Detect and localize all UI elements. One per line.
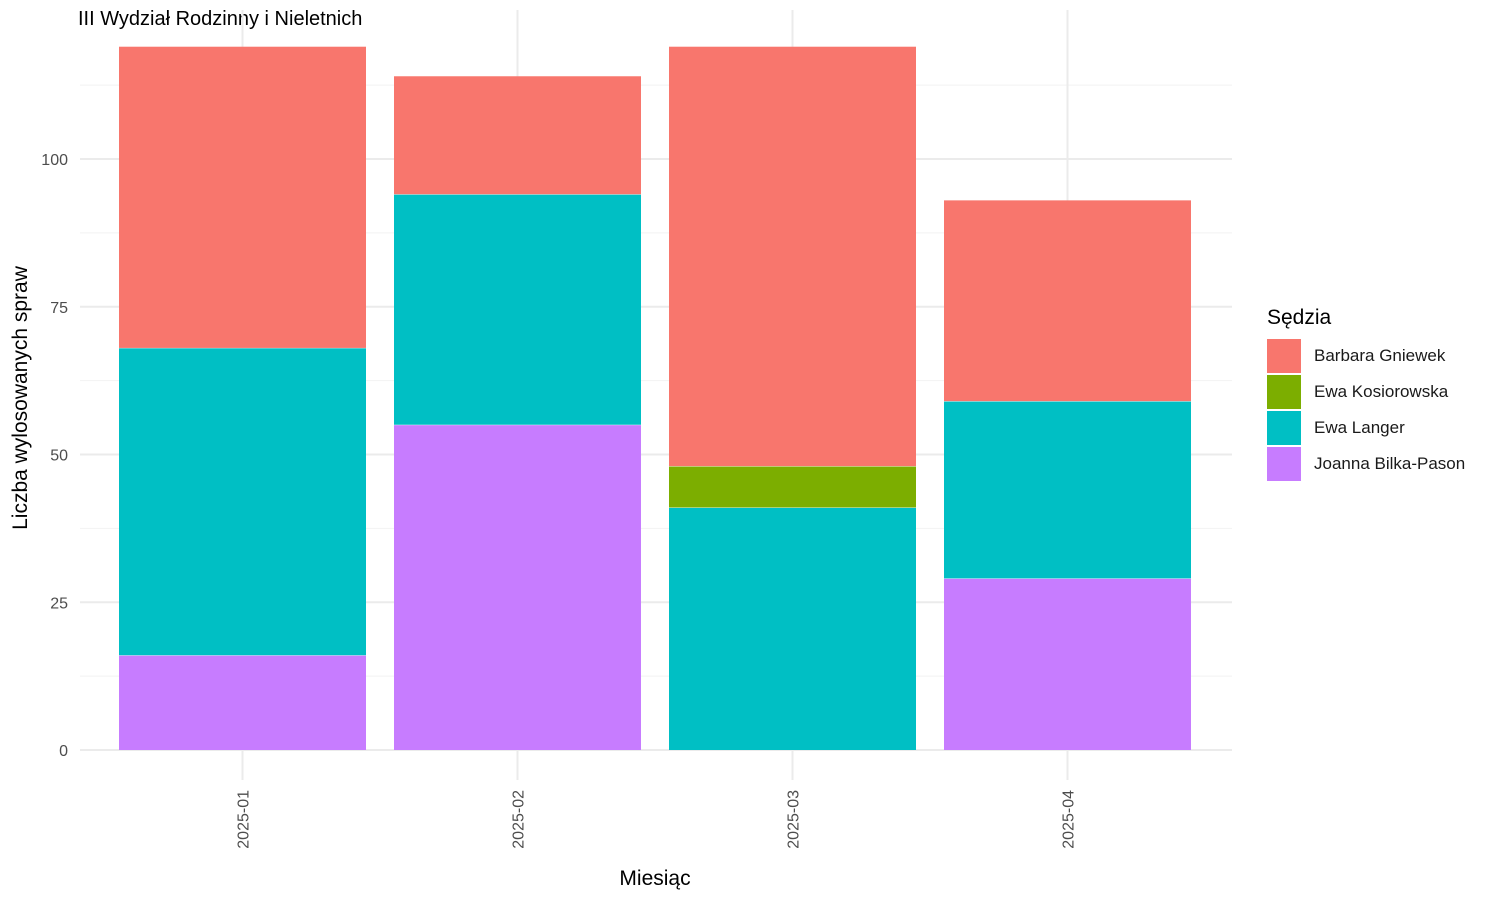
- y-axis-title: Liczba wylosowanych spraw: [9, 265, 32, 530]
- legend: Sędzia Barbara Gniewek Ewa Kosiorowska Ewa…: [1267, 306, 1465, 482]
- legend-swatch: [1267, 339, 1301, 373]
- bar-segment: [944, 200, 1191, 402]
- legend-item: Ewa Kosiorowska: [1267, 374, 1465, 410]
- chart-title: III Wydział Rodzinny i Nieletnich: [78, 8, 363, 30]
- bar-segment: [669, 46, 916, 467]
- x-tick-label: 2025-03: [786, 790, 803, 849]
- legend-swatch: [1267, 375, 1301, 409]
- legend-swatch: [1267, 411, 1301, 445]
- legend-label: Ewa Langer: [1314, 418, 1405, 437]
- legend-item: Barbara Gniewek: [1267, 338, 1465, 374]
- bar-segment: [944, 578, 1191, 750]
- y-tick-label: 75: [50, 300, 68, 317]
- legend-item: Ewa Langer: [1267, 410, 1465, 446]
- bar-segment: [669, 507, 916, 750]
- legend-item: Joanna Bilka-Pason: [1267, 446, 1465, 482]
- legend-label: Ewa Kosiorowska: [1314, 382, 1449, 401]
- bar-segment: [669, 466, 916, 508]
- bar-segment: [119, 46, 366, 349]
- bar-segment: [394, 194, 641, 425]
- y-tick-label: 25: [50, 595, 68, 612]
- legend-swatch: [1267, 447, 1301, 481]
- bar-segment: [119, 655, 366, 750]
- y-tick-label: 50: [50, 448, 68, 465]
- legend-label: Joanna Bilka-Pason: [1314, 454, 1466, 473]
- x-tick-label: 2025-04: [1061, 790, 1078, 849]
- x-axis-title: Miesiąc: [619, 867, 690, 890]
- legend-title: Sędzia: [1267, 306, 1332, 329]
- legend-items: Barbara Gniewek Ewa Kosiorowska Ewa Langer…: [1267, 338, 1465, 482]
- bar-segment: [119, 348, 366, 656]
- y-tick-label: 0: [59, 743, 68, 760]
- x-tick-label: 2025-01: [236, 790, 253, 849]
- bar-segment: [394, 76, 641, 195]
- y-tick-label: 100: [41, 152, 68, 169]
- bar-segment: [394, 424, 641, 750]
- x-tick-label: 2025-02: [511, 790, 528, 849]
- legend-label: Barbara Gniewek: [1314, 346, 1446, 365]
- bar-segment: [944, 401, 1191, 579]
